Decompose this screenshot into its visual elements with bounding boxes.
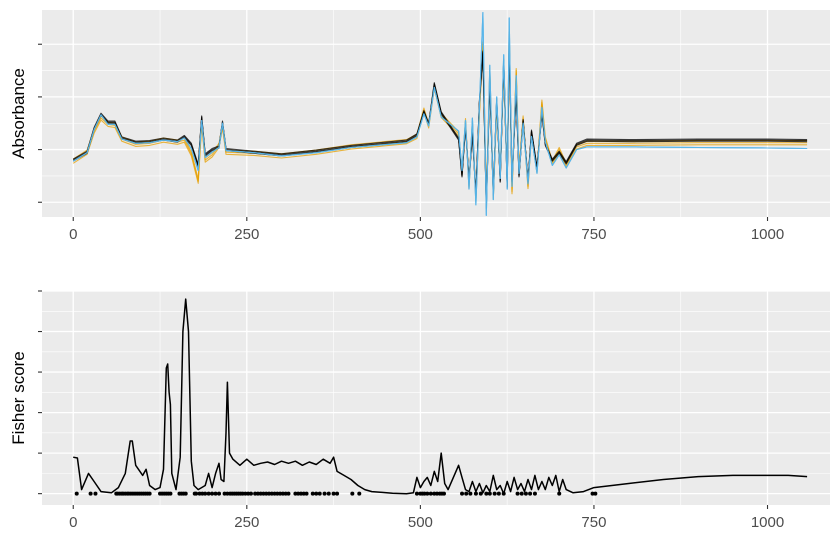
selected-point bbox=[532, 491, 537, 496]
selected-point bbox=[243, 491, 248, 496]
x-axis-ticks: 0 250 500 750 1000 bbox=[69, 505, 784, 531]
selected-point bbox=[496, 491, 501, 496]
grid-lines bbox=[42, 290, 830, 505]
x-tick-label: 1000 bbox=[751, 226, 784, 243]
x-tick-label: 250 bbox=[234, 514, 259, 531]
selected-point bbox=[147, 491, 152, 496]
selected-point bbox=[317, 491, 322, 496]
selected-point bbox=[246, 491, 251, 496]
selected-point bbox=[301, 491, 306, 496]
y-axis-title: Absorbance bbox=[9, 68, 28, 159]
selected-point bbox=[286, 491, 291, 496]
x-axis-ticks: 0 250 500 750 1000 bbox=[69, 217, 784, 243]
selected-point bbox=[428, 491, 433, 496]
selected-point bbox=[435, 491, 440, 496]
selected-point bbox=[350, 491, 355, 496]
x-tick-label: 750 bbox=[581, 226, 606, 243]
selected-point bbox=[240, 491, 245, 496]
selected-point bbox=[258, 491, 263, 496]
x-tick-label: 0 bbox=[69, 226, 77, 243]
selected-point bbox=[590, 491, 595, 496]
selected-point bbox=[478, 491, 483, 496]
y-axis-title: Fisher score bbox=[9, 351, 28, 445]
selected-point bbox=[261, 491, 266, 496]
selected-point bbox=[468, 491, 473, 496]
selected-point bbox=[278, 491, 283, 496]
selected-point bbox=[194, 491, 199, 496]
series-layer bbox=[73, 298, 808, 495]
selected-point bbox=[225, 491, 230, 496]
x-tick-label: 250 bbox=[234, 226, 259, 243]
selected-point bbox=[213, 491, 218, 496]
selected-point bbox=[197, 491, 202, 496]
selected-point bbox=[357, 491, 362, 496]
selected-point bbox=[528, 491, 533, 496]
selected-point bbox=[473, 491, 478, 496]
selected-point bbox=[432, 491, 437, 496]
selected-point bbox=[253, 491, 258, 496]
selected-point bbox=[326, 491, 331, 496]
selected-point bbox=[183, 491, 188, 496]
selected-point bbox=[296, 491, 301, 496]
selected-point bbox=[283, 491, 288, 496]
series-0-line-0 bbox=[73, 298, 808, 495]
selected-point bbox=[200, 491, 205, 496]
x-tick-label: 0 bbox=[69, 514, 77, 531]
selected-point bbox=[484, 491, 489, 496]
x-tick-label: 750 bbox=[581, 514, 606, 531]
selected-point bbox=[255, 491, 260, 496]
selected-point bbox=[298, 491, 303, 496]
selected-point bbox=[168, 491, 173, 496]
selected-points-layer bbox=[74, 491, 598, 496]
selected-point bbox=[280, 491, 285, 496]
selected-point bbox=[322, 491, 327, 496]
selected-point bbox=[74, 491, 79, 496]
selected-point bbox=[460, 491, 465, 496]
selected-point bbox=[487, 491, 492, 496]
selected-point bbox=[501, 491, 506, 496]
selected-point bbox=[93, 491, 98, 496]
selected-point bbox=[414, 491, 419, 496]
selected-point bbox=[464, 491, 469, 496]
absorbance-panel: 0 250 500 750 1000 Absorbance bbox=[9, 10, 830, 243]
selected-point bbox=[492, 491, 497, 496]
selected-point bbox=[519, 491, 524, 496]
x-tick-label: 1000 bbox=[751, 514, 784, 531]
selected-point bbox=[422, 491, 427, 496]
selected-point bbox=[593, 491, 598, 496]
selected-point bbox=[222, 491, 227, 496]
selected-point bbox=[331, 491, 336, 496]
selected-point bbox=[425, 491, 430, 496]
x-tick-label: 500 bbox=[408, 226, 433, 243]
selected-point bbox=[441, 491, 446, 496]
selected-point bbox=[206, 491, 211, 496]
fisher-score-panel: 0 250 500 750 1000 Fisher score bbox=[9, 290, 830, 531]
selected-point bbox=[314, 491, 319, 496]
selected-point bbox=[267, 491, 272, 496]
selected-point bbox=[217, 491, 222, 496]
selected-point bbox=[515, 491, 520, 496]
selected-point bbox=[304, 491, 309, 496]
series-layer bbox=[72, 12, 808, 216]
y-axis-ticks bbox=[38, 290, 42, 495]
y-axis-ticks bbox=[38, 43, 42, 203]
x-tick-label: 500 bbox=[408, 514, 433, 531]
selected-point bbox=[523, 491, 528, 496]
plot-background bbox=[42, 291, 830, 505]
selected-point bbox=[293, 491, 298, 496]
selected-point bbox=[272, 491, 277, 496]
selected-point bbox=[203, 491, 208, 496]
selected-point bbox=[275, 491, 280, 496]
selected-point bbox=[310, 491, 315, 496]
selected-point bbox=[210, 491, 215, 496]
selected-point bbox=[335, 491, 340, 496]
selected-point bbox=[269, 491, 274, 496]
selected-point bbox=[248, 491, 253, 496]
selected-point bbox=[264, 491, 269, 496]
selected-point bbox=[88, 491, 93, 496]
selected-point bbox=[557, 491, 562, 496]
series-2-line-2 bbox=[72, 12, 808, 216]
